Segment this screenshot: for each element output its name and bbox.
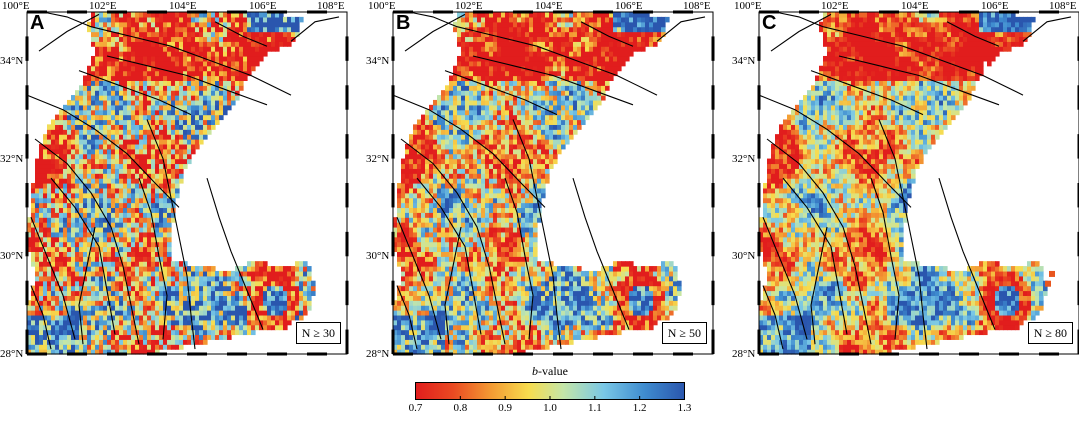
latitude-label: 30°N (732, 250, 755, 262)
longitude-label: 108°E (1049, 0, 1077, 12)
colorbar-tick-label: 1.2 (633, 402, 647, 414)
colorbar-tick-label: 1.3 (678, 402, 692, 414)
latitude-label: 32°N (366, 153, 389, 165)
colorbar-tick-label: 0.8 (453, 402, 467, 414)
longitude-label: 108°E (317, 0, 345, 12)
b-value-map (366, 0, 716, 356)
longitude-label: 108°E (683, 0, 711, 12)
panel-letter: B (396, 13, 410, 33)
colorbar-tick-label: 0.7 (409, 402, 423, 414)
sample-size-label: N ≥ 50 (662, 322, 707, 344)
colorbar-title: b-value (415, 364, 685, 378)
latitude-label: 30°N (366, 250, 389, 262)
longitude-label: 106°E (615, 0, 643, 12)
panel-letter: C (762, 13, 776, 33)
longitude-label: 102°E (455, 0, 483, 12)
sample-size-label: N ≥ 80 (1028, 322, 1073, 344)
latitude-label: 34°N (366, 55, 389, 67)
latitude-label: 32°N (0, 153, 23, 165)
longitude-label: 106°E (981, 0, 1009, 12)
longitude-label: 104°E (535, 0, 563, 12)
longitude-label: 100°E (2, 0, 30, 12)
longitude-label: 104°E (169, 0, 197, 12)
longitude-label: 102°E (821, 0, 849, 12)
longitude-label: 100°E (734, 0, 762, 12)
latitude-label: 30°N (0, 250, 23, 262)
latitude-label: 28°N (0, 348, 23, 360)
b-value-map (732, 0, 1079, 356)
b-value-map (0, 0, 350, 356)
longitude-label: 104°E (901, 0, 929, 12)
colorbar-tick-label: 0.9 (498, 402, 512, 414)
latitude-label: 34°N (732, 55, 755, 67)
panel-letter: A (30, 13, 44, 33)
longitude-label: 100°E (368, 0, 396, 12)
colorbar-tick-label: 1.1 (588, 402, 602, 414)
longitude-label: 106°E (249, 0, 277, 12)
latitude-label: 28°N (366, 348, 389, 360)
longitude-label: 102°E (89, 0, 117, 12)
latitude-label: 28°N (732, 348, 755, 360)
latitude-label: 32°N (732, 153, 755, 165)
colorbar-tick-label: 1.0 (543, 402, 557, 414)
sample-size-label: N ≥ 30 (296, 322, 341, 344)
latitude-label: 34°N (0, 55, 23, 67)
